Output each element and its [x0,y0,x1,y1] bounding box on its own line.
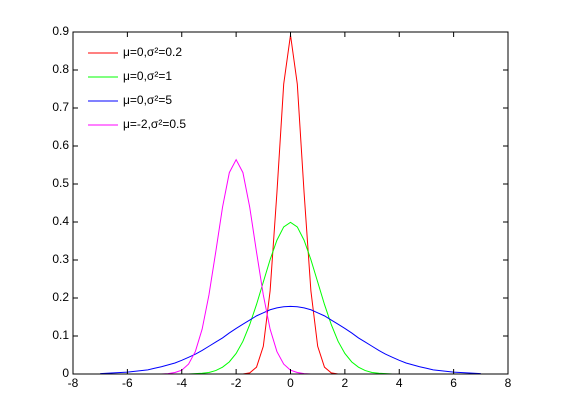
y-tick-label: 0.4 [52,214,69,228]
x-tick-label: -8 [68,376,79,390]
y-tick-label: 0.2 [52,290,69,304]
x-tick-label: 6 [450,376,457,390]
legend-label: μ=-2,σ²=0.5 [123,117,186,131]
y-tick-label: 0.7 [52,100,69,114]
x-tick-label: -2 [231,376,242,390]
x-tick-label: -6 [122,376,133,390]
y-tick-label: 0.6 [52,138,69,152]
y-tick-label: 0.3 [52,252,69,266]
legend-label: μ=0,σ²=1 [123,69,172,83]
x-tick-label: 2 [342,376,349,390]
x-tick-label: 0 [287,376,294,390]
legend-label: μ=0,σ²=0.2 [123,45,182,59]
series-line [100,305,481,375]
y-tick-label: 0.1 [52,328,69,342]
y-tick-label: 0 [62,366,69,380]
y-tick-label: 0.8 [52,62,69,76]
x-tick-label: 4 [396,376,403,390]
y-tick-label: 0.9 [52,24,69,38]
x-tick-label: -4 [176,376,187,390]
y-tick-label: 0.5 [52,176,69,190]
legend-label: μ=0,σ²=5 [123,93,172,107]
x-tick-label: 8 [505,376,512,390]
